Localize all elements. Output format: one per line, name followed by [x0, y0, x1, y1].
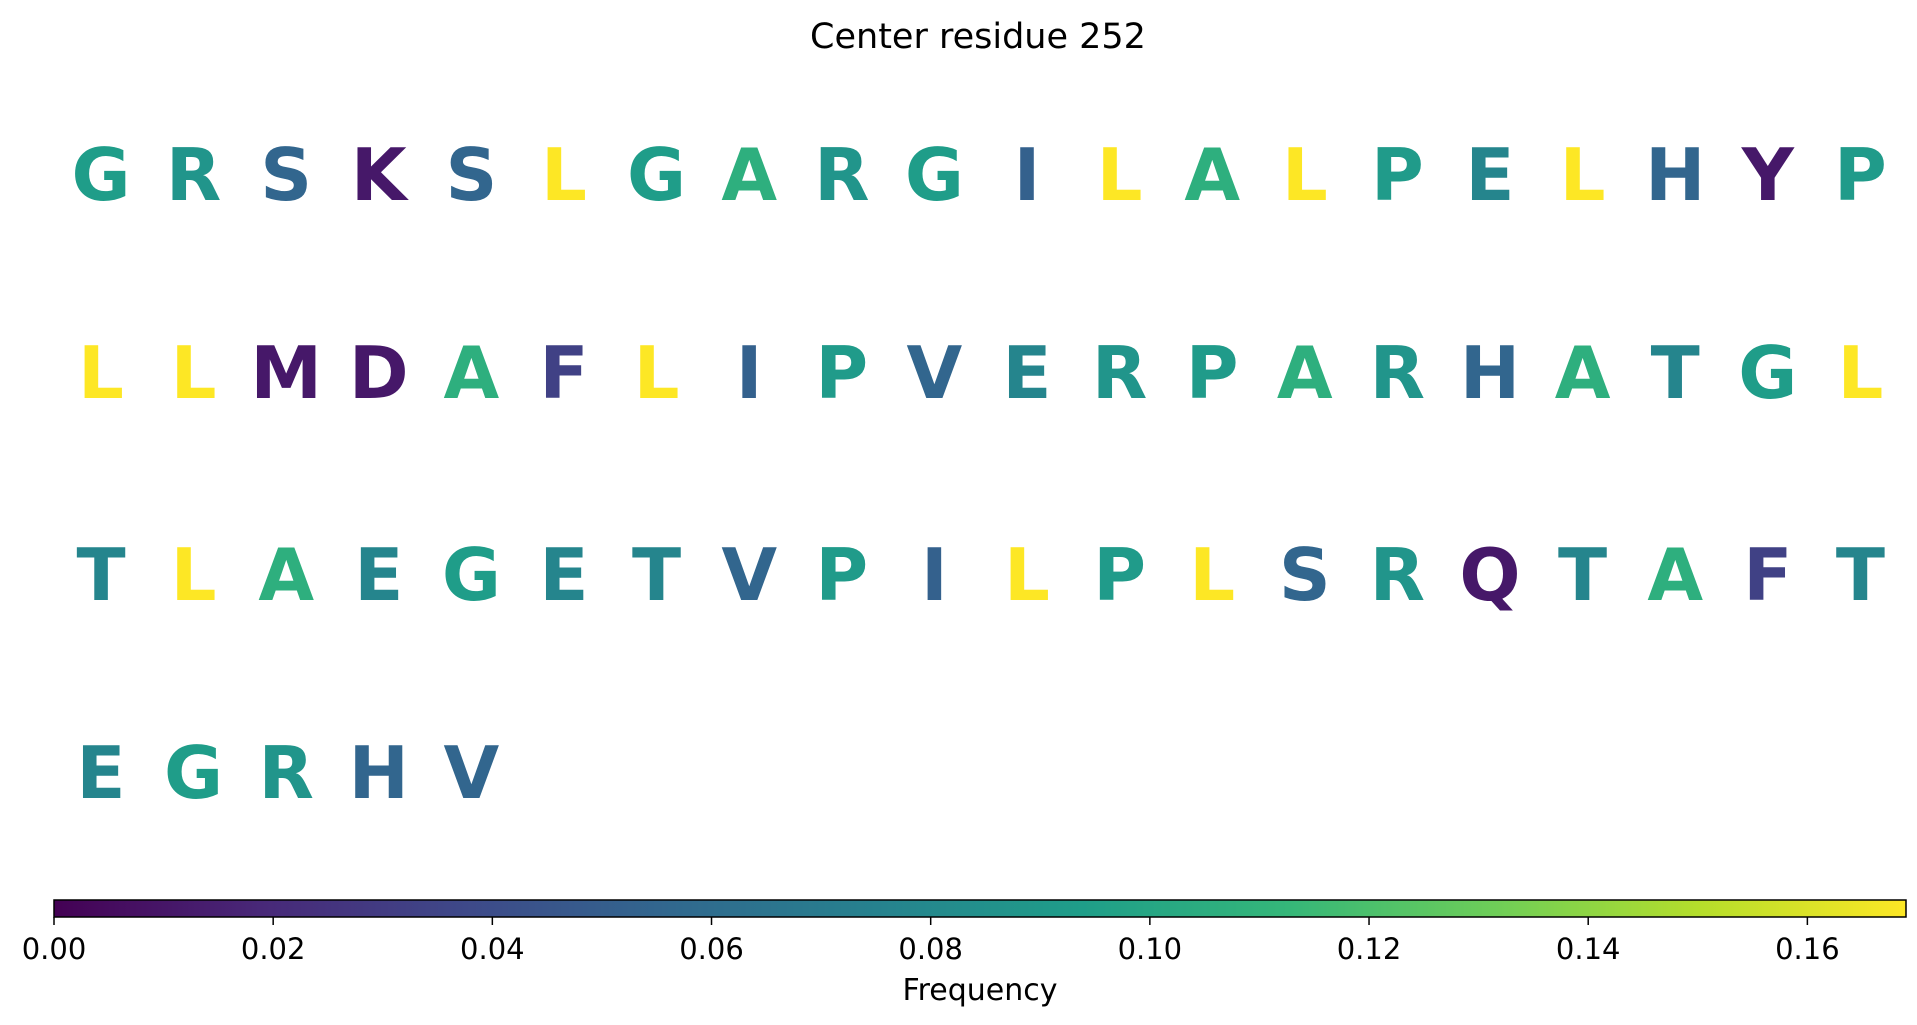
residue-22: L — [171, 331, 217, 415]
colorbar-tick-label: 0.02 — [241, 932, 306, 966]
residue-34: A — [1277, 331, 1333, 415]
residue-21: L — [78, 331, 124, 415]
residue-51: L — [1004, 533, 1050, 617]
residue-45: G — [442, 533, 501, 617]
residue-60: T — [1836, 533, 1885, 617]
residue-5: S — [445, 133, 497, 217]
residue-9: R — [814, 133, 869, 217]
residue-62: G — [164, 731, 223, 815]
residue-35: R — [1370, 331, 1425, 415]
residue-31: E — [1002, 331, 1051, 415]
residue-15: P — [1371, 133, 1424, 217]
residue-55: R — [1370, 533, 1425, 617]
colorbar-tick-label: 0.04 — [460, 932, 525, 966]
residue-12: L — [1097, 133, 1143, 217]
residue-10: G — [905, 133, 964, 217]
residue-40: L — [1837, 331, 1883, 415]
colorbar-tick-label: 0.16 — [1775, 932, 1840, 966]
residue-50: I — [921, 533, 948, 617]
residue-28: I — [736, 331, 763, 415]
residue-26: F — [539, 331, 588, 415]
colorbar-ticks: 0.00 0.02 0.04 0.06 0.08 0.10 0.12 0.14 0.16 — [22, 917, 1840, 966]
colorbar-tick-label: 0.00 — [22, 932, 87, 966]
residue-18: H — [1645, 133, 1705, 217]
residue-54: S — [1279, 533, 1331, 617]
residue-14: L — [1282, 133, 1328, 217]
colorbar-tick-label: 0.12 — [1337, 932, 1402, 966]
residue-29: P — [815, 331, 868, 415]
colorbar-tick-label: 0.10 — [1118, 932, 1183, 966]
residue-47: T — [632, 533, 681, 617]
residue-43: A — [258, 533, 314, 617]
residue-57: T — [1558, 533, 1607, 617]
colorbar-tick-label: 0.14 — [1556, 932, 1621, 966]
residue-46: E — [539, 533, 588, 617]
residue-17: L — [1560, 133, 1606, 217]
colorbar-label: Frequency — [903, 973, 1058, 1008]
residue-1: G — [71, 133, 130, 217]
residue-49: P — [815, 533, 868, 617]
residue-61: E — [76, 731, 125, 815]
residue-33: P — [1186, 331, 1239, 415]
residue-7: G — [627, 133, 686, 217]
residue-25: A — [444, 331, 500, 415]
residue-13: A — [1184, 133, 1240, 217]
residue-58: A — [1647, 533, 1703, 617]
residue-52: P — [1093, 533, 1146, 617]
residue-48: V — [721, 533, 777, 617]
residue-36: H — [1460, 331, 1520, 415]
residue-59: F — [1743, 533, 1792, 617]
residue-19: Y — [1741, 133, 1795, 217]
residue-38: T — [1651, 331, 1700, 415]
residue-63: R — [258, 731, 313, 815]
residue-2: R — [166, 133, 221, 217]
residue-20: P — [1834, 133, 1887, 217]
residue-3: S — [260, 133, 312, 217]
residue-42: L — [171, 533, 217, 617]
residue-24: D — [349, 331, 409, 415]
residue-56: Q — [1459, 533, 1520, 617]
residue-23: M — [250, 331, 322, 415]
chart-title: Center residue 252 — [810, 17, 1146, 57]
colorbar-tick-label: 0.08 — [898, 932, 963, 966]
residue-30: V — [907, 331, 963, 415]
residue-39: G — [1738, 331, 1797, 415]
residue-6: L — [541, 133, 587, 217]
residue-44: E — [354, 533, 403, 617]
residue-27: L — [634, 331, 680, 415]
residue-37: A — [1555, 331, 1611, 415]
residue-41: T — [76, 533, 125, 617]
colorbar-tick-label: 0.06 — [679, 932, 744, 966]
residue-8: A — [721, 133, 777, 217]
residue-32: R — [1092, 331, 1147, 415]
residue-4: K — [351, 133, 409, 217]
colorbar-gradient — [53, 899, 1907, 918]
colorbar: 0.00 0.02 0.04 0.06 0.08 0.10 0.12 0.14 0.16 Fre… — [22, 899, 1907, 1008]
residue-65: V — [444, 731, 500, 815]
residue-64: H — [349, 731, 409, 815]
residue-16: E — [1465, 133, 1514, 217]
residue-11: I — [1014, 133, 1041, 217]
residue-53: L — [1189, 533, 1235, 617]
residue-grid: G R S K S L G A R G I L A L P E L H Y PL L M D A F L I P V E R P A R H A T G L… — [71, 133, 1886, 815]
